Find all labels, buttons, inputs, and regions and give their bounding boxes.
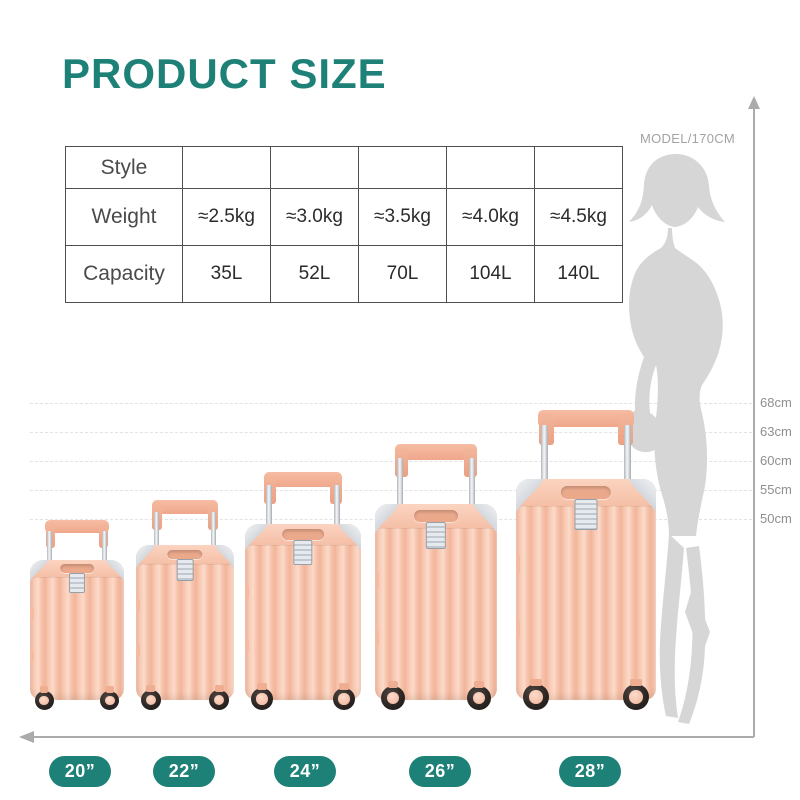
- baseline-ruler-line: [32, 736, 754, 738]
- arrow-left-icon: [19, 731, 34, 743]
- weight-row-label: Weight: [65, 188, 183, 246]
- gridline-55cm: [30, 490, 752, 491]
- height-tick-label: 50cm: [760, 511, 792, 526]
- trolley-handle: [375, 444, 497, 506]
- model-silhouette: [626, 153, 725, 724]
- wheel: [381, 681, 406, 710]
- carry-handle: [414, 509, 458, 522]
- weight-cell: ≈3.0kg: [270, 188, 359, 246]
- suitcase-shell: [136, 545, 234, 700]
- suitcase-22-inch: [136, 500, 234, 710]
- arrow-up-icon: [748, 96, 760, 109]
- spec-table: Style 20” 22” 24” 26” 28” Weight ≈2.5kg …: [65, 146, 623, 303]
- suitcase-shell: [245, 524, 361, 700]
- suitcase-shell: [30, 560, 124, 700]
- size-header-cell: 22”: [270, 146, 359, 189]
- carry-handle: [167, 549, 203, 559]
- height-tick-label: 55cm: [760, 482, 792, 497]
- gridline-63cm: [30, 432, 752, 433]
- carry-handle: [282, 529, 324, 540]
- suitcase-shell: [375, 504, 497, 700]
- capacity-row-label: Capacity: [65, 245, 183, 303]
- page-title: PRODUCT SIZE: [62, 50, 387, 97]
- weight-cell: ≈2.5kg: [182, 188, 271, 246]
- lock-plate: [293, 539, 313, 565]
- height-ruler-line: [753, 108, 755, 737]
- size-badge-26: 26”: [409, 756, 471, 787]
- suitcase-26-inch: [375, 444, 497, 710]
- height-tick-label: 63cm: [760, 424, 792, 439]
- size-badge-20: 20”: [49, 756, 111, 787]
- lock-plate: [425, 521, 447, 550]
- carry-handle: [60, 564, 94, 573]
- gridline-60cm: [30, 461, 752, 462]
- size-header-cell: 26”: [446, 146, 535, 189]
- wheel: [623, 679, 649, 710]
- trolley-handle: [245, 472, 361, 526]
- size-header-cell: 24”: [358, 146, 447, 189]
- wheel: [34, 686, 54, 710]
- size-badge-22: 22”: [153, 756, 215, 787]
- capacity-cell: 104L: [446, 245, 535, 303]
- lock-plate: [176, 558, 194, 582]
- weight-cell: ≈4.0kg: [446, 188, 535, 246]
- weight-cell: ≈3.5kg: [358, 188, 447, 246]
- capacity-cell: 35L: [182, 245, 271, 303]
- size-header-cell: 20”: [182, 146, 271, 189]
- trolley-handle: [30, 520, 124, 562]
- height-tick-label: 60cm: [760, 453, 792, 468]
- height-tick-label: 68cm: [760, 395, 792, 410]
- wheel: [333, 683, 356, 710]
- style-row-label: Style: [65, 146, 183, 189]
- suitcase-28-inch: [516, 410, 656, 710]
- lock-plate: [68, 572, 86, 593]
- capacity-cell: 70L: [358, 245, 447, 303]
- weight-cell: ≈4.5kg: [534, 188, 623, 246]
- suitcase-shell: [516, 479, 656, 700]
- suitcase-20-inch: [30, 520, 124, 710]
- wheel: [250, 683, 273, 710]
- gridline-68cm: [30, 403, 752, 404]
- wheel: [209, 685, 230, 710]
- trolley-handle: [136, 500, 234, 547]
- lock-plate: [574, 498, 598, 530]
- wheel: [140, 685, 161, 710]
- size-header-cell: 28”: [534, 146, 623, 189]
- capacity-cell: 140L: [534, 245, 623, 303]
- wheel: [523, 679, 549, 710]
- size-badge-24: 24”: [274, 756, 336, 787]
- wheel: [100, 686, 120, 710]
- suitcase-24-inch: [245, 472, 361, 710]
- wheel: [466, 681, 491, 710]
- trolley-handle: [516, 410, 656, 481]
- capacity-cell: 52L: [270, 245, 359, 303]
- size-badge-28: 28”: [559, 756, 621, 787]
- carry-handle: [560, 485, 612, 499]
- model-height-label: MODEL/170CM: [640, 131, 736, 146]
